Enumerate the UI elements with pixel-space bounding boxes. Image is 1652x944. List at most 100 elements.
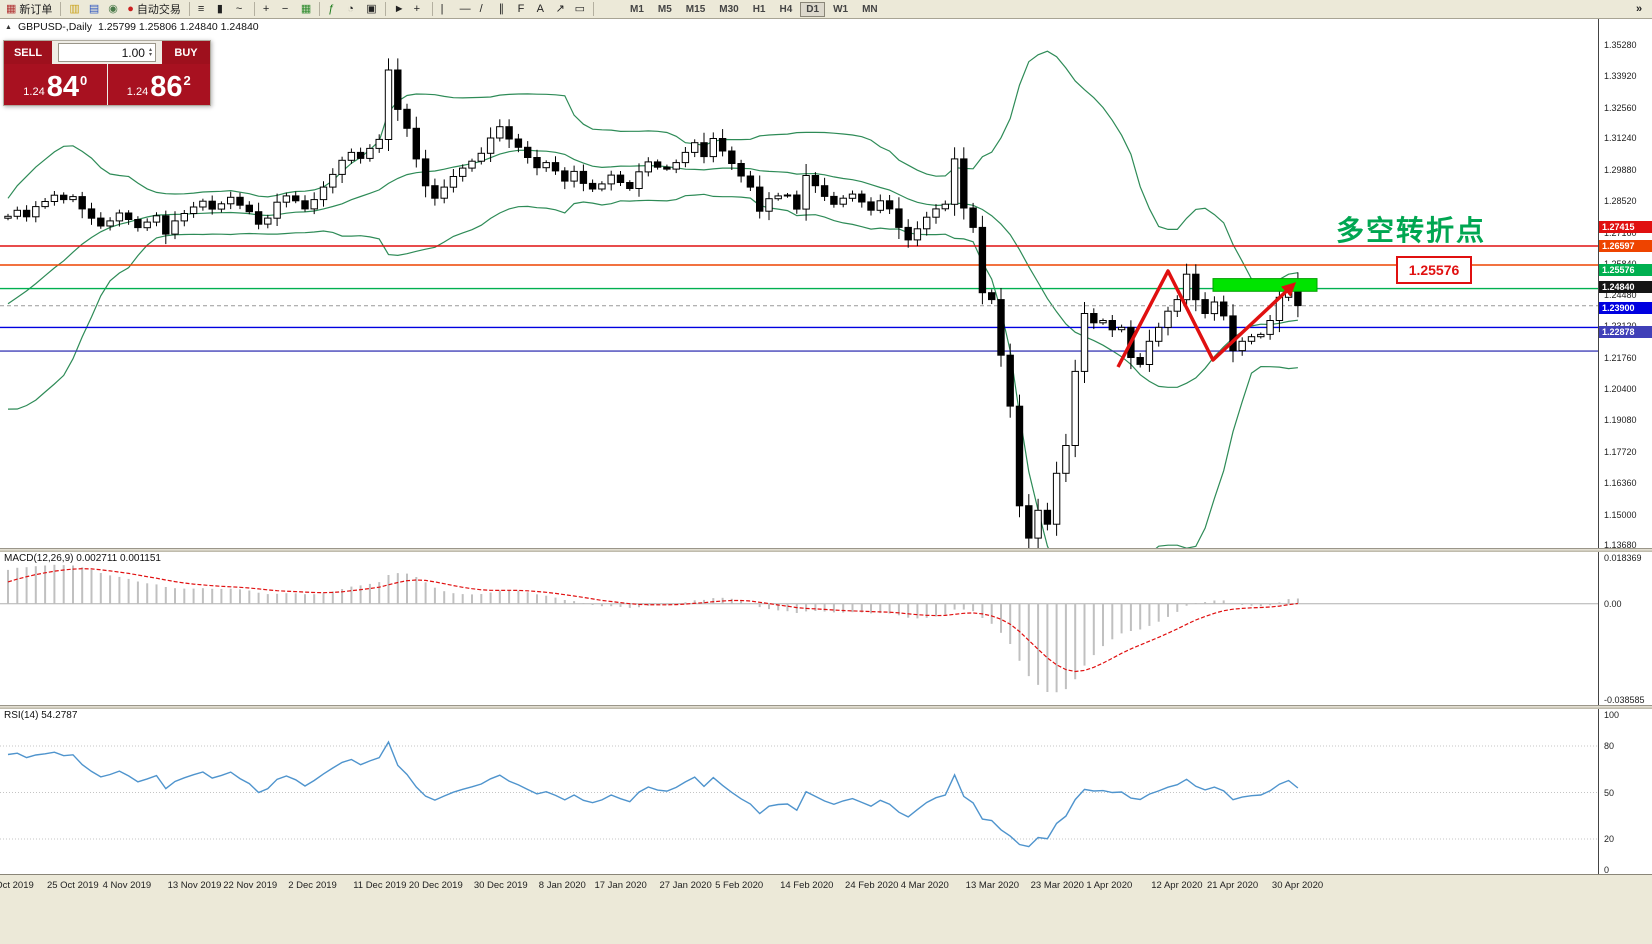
volume-spinner[interactable]: ▴ ▾ bbox=[148, 46, 152, 58]
zoom-out-icon: − bbox=[281, 2, 289, 15]
date-axis-label: 14 Feb 2020 bbox=[780, 880, 834, 891]
zoom-out-button[interactable]: − bbox=[278, 1, 296, 18]
timeframe-mn-button[interactable]: MN bbox=[856, 2, 884, 17]
price-axis-label: 1.29880 bbox=[1604, 164, 1637, 175]
candlestick-chart-button[interactable]: ▮ bbox=[213, 1, 231, 18]
timeframe-m5-button[interactable]: M5 bbox=[652, 2, 678, 17]
navigator-button[interactable]: ◉ bbox=[104, 1, 122, 18]
templates-button[interactable]: ▣ bbox=[362, 1, 380, 18]
price-line-tag: 1.26597 bbox=[1599, 239, 1652, 252]
panel-splitter[interactable] bbox=[0, 548, 1652, 552]
data-window-button[interactable]: ▤ bbox=[85, 1, 103, 18]
price-line-tag: 1.25576 bbox=[1599, 263, 1652, 276]
price-axis: 1.35280 1.33920 1.32560 1.31240 1.29880 1.285… bbox=[1598, 19, 1652, 875]
bar-chart-button[interactable]: ≡ bbox=[194, 1, 212, 18]
timeframe-m30-button[interactable]: M30 bbox=[713, 2, 744, 17]
toolbar-separator bbox=[319, 2, 321, 16]
price-axis-label: 1.35280 bbox=[1604, 39, 1637, 50]
new-order-button-label: 新订单 bbox=[19, 4, 53, 16]
sell-price-pips: 84 bbox=[46, 71, 79, 103]
turning-point-annotation[interactable]: 多空转折点 bbox=[1336, 215, 1487, 246]
text-button[interactable]: A bbox=[533, 1, 551, 18]
one-click-trading-panel: SELL 1.00 ▴ ▾ BUY 1.24 84 0 1.24 86 2 bbox=[3, 40, 211, 106]
date-axis-label: 1 Apr 2020 bbox=[1086, 880, 1133, 891]
timeframe-w1-button[interactable]: W1 bbox=[827, 2, 854, 17]
zigzag-arrow[interactable] bbox=[1116, 269, 1297, 368]
chart-collapse-icon[interactable]: ▲ bbox=[5, 23, 12, 31]
sell-price-point: 0 bbox=[79, 73, 88, 88]
tile-windows-icon: ▦ bbox=[300, 2, 312, 15]
indicators-button[interactable]: ƒ bbox=[324, 1, 342, 18]
shapes-button[interactable]: ▭ bbox=[571, 1, 589, 18]
price-axis-label: 1.32560 bbox=[1604, 102, 1637, 113]
cursor-icon: ► bbox=[393, 2, 405, 15]
timeframe-m1-button[interactable]: M1 bbox=[624, 2, 650, 17]
chart-ohlc-values: 1.25799 1.25806 1.24840 1.24840 bbox=[98, 21, 259, 33]
zoom-in-button[interactable]: + bbox=[259, 1, 277, 18]
price-axis-label: 1.16360 bbox=[1604, 478, 1637, 488]
toolbar-separator bbox=[384, 2, 386, 16]
channel-button[interactable]: ∥ bbox=[495, 1, 513, 18]
volume-input[interactable]: 1.00 ▴ ▾ bbox=[58, 43, 156, 62]
buy-button[interactable]: BUY bbox=[162, 41, 210, 64]
market-watch-button[interactable]: ▥ bbox=[65, 1, 83, 18]
horizontal-line-button[interactable]: — bbox=[456, 1, 475, 18]
rsi-chart-canvas[interactable] bbox=[0, 709, 1598, 874]
buy-price-pips: 86 bbox=[150, 71, 183, 103]
arrows-button[interactable]: ↗ bbox=[552, 1, 570, 18]
panel-splitter[interactable] bbox=[0, 705, 1652, 709]
date-axis-label: 5 Feb 2020 bbox=[715, 880, 764, 891]
price-line-tag: 1.27415 bbox=[1599, 221, 1652, 234]
bar-chart-icon: ≡ bbox=[197, 2, 205, 15]
timeframe-d1-button[interactable]: D1 bbox=[800, 1, 826, 17]
new-order-button[interactable]: ▦ 新订单 bbox=[2, 1, 56, 18]
bollinger-bands-layer bbox=[7, 50, 1298, 549]
sell-price-display[interactable]: 1.24 84 0 bbox=[4, 64, 107, 105]
date-axis-label: 4 Nov 2019 bbox=[102, 880, 152, 891]
toolbar-separator bbox=[592, 2, 594, 16]
rsi-axis-label: 80 bbox=[1604, 741, 1615, 751]
timeframe-m15-button[interactable]: M15 bbox=[680, 2, 711, 17]
highlight-zone-rect[interactable] bbox=[1212, 278, 1318, 292]
indicators-icon: ƒ bbox=[328, 2, 335, 15]
price-chart-canvas[interactable] bbox=[0, 19, 1598, 549]
timeframe-h1-button[interactable]: H1 bbox=[747, 2, 772, 17]
timeframe-h4-button[interactable]: H4 bbox=[774, 2, 799, 17]
auto-trading-button[interactable]: ● 自动交易 bbox=[123, 1, 185, 18]
date-axis-label: 8 Jan 2020 bbox=[538, 880, 586, 891]
new-order-icon: ▦ bbox=[6, 2, 17, 15]
line-chart-button[interactable]: ~ bbox=[232, 1, 250, 18]
tile-windows-button[interactable]: ▦ bbox=[297, 1, 315, 18]
fibonacci-button[interactable]: F bbox=[514, 1, 532, 18]
period-button[interactable]: ◔ bbox=[343, 1, 361, 18]
toolbar-separator bbox=[431, 2, 433, 16]
date-axis-label: 30 Dec 2019 bbox=[473, 880, 528, 891]
fibonacci-icon: F bbox=[517, 2, 525, 15]
templates-icon: ▣ bbox=[366, 2, 377, 15]
toolbar-separator bbox=[253, 2, 255, 16]
trendline-button[interactable]: / bbox=[476, 1, 494, 18]
vertical-line-button[interactable]: | bbox=[437, 1, 455, 18]
rsi-axis-label: 20 bbox=[1604, 834, 1615, 844]
crosshair-button[interactable]: + bbox=[410, 1, 428, 18]
candles-layer bbox=[4, 58, 1302, 549]
auto-trading-icon: ● bbox=[127, 2, 134, 15]
channel-icon: ∥ bbox=[498, 2, 505, 15]
macd-chart-canvas[interactable] bbox=[0, 552, 1598, 706]
date-axis-label: 22 Nov 2019 bbox=[223, 880, 278, 891]
spinner-down-icon[interactable]: ▾ bbox=[148, 51, 152, 58]
toolbar-overflow-button[interactable]: » bbox=[1632, 1, 1650, 18]
macd-axis-label: 0.018369 bbox=[1604, 553, 1642, 563]
macd-indicator-label: MACD(12,26,9) 0.002711 0.001151 bbox=[4, 553, 161, 564]
auto-trading-button-label: 自动交易 bbox=[136, 4, 181, 16]
price-axis-label: 1.15000 bbox=[1604, 509, 1637, 520]
spinner-up-icon[interactable]: ▴ bbox=[148, 46, 152, 53]
price-callout-label[interactable]: 1.25576 bbox=[1396, 256, 1472, 284]
buy-price-display[interactable]: 1.24 86 2 bbox=[107, 64, 210, 105]
cursor-button[interactable]: ► bbox=[390, 1, 409, 18]
sell-button[interactable]: SELL bbox=[4, 41, 52, 64]
date-axis-label: 2 Dec 2019 bbox=[288, 880, 337, 891]
date-axis-label: 4 Mar 2020 bbox=[900, 880, 949, 891]
shapes-icon: ▭ bbox=[574, 2, 585, 15]
period-icon: ◔ bbox=[347, 2, 354, 15]
